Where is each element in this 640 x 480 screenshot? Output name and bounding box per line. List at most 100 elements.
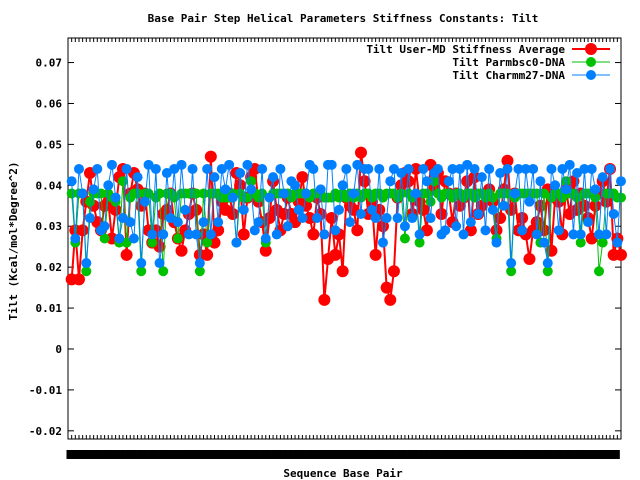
data-point — [358, 175, 371, 188]
data-point — [409, 162, 422, 175]
x-tick-label — [165, 450, 170, 459]
data-point — [106, 159, 117, 170]
x-tick-label — [396, 450, 401, 459]
data-point — [575, 229, 586, 240]
data-point — [303, 212, 316, 225]
data-point — [81, 266, 92, 277]
data-point — [605, 163, 616, 174]
data-point — [553, 225, 564, 236]
data-point — [414, 229, 425, 240]
x-tick-label — [615, 450, 620, 459]
data-point — [120, 248, 133, 261]
data-point — [72, 273, 85, 286]
data-point — [132, 172, 143, 183]
x-tick-label — [579, 450, 584, 459]
data-point — [319, 229, 330, 240]
x-tick-label — [385, 450, 390, 459]
x-tick-label — [480, 450, 485, 459]
x-tick-label — [513, 450, 518, 459]
data-point — [561, 176, 572, 187]
data-point — [597, 237, 608, 248]
x-tick-label — [414, 450, 419, 459]
x-tick-label — [234, 450, 239, 459]
data-point — [443, 176, 454, 187]
data-point — [201, 248, 214, 261]
data-point — [198, 217, 209, 228]
data-point — [425, 196, 436, 207]
data-point — [307, 228, 320, 241]
data-point — [249, 225, 260, 236]
x-tick-label — [322, 450, 327, 459]
data-point — [594, 266, 605, 277]
x-tick-label — [531, 450, 536, 459]
x-tick-label — [223, 450, 228, 459]
x-tick-label — [110, 450, 115, 459]
x-tick-label — [297, 450, 302, 459]
data-point — [388, 163, 399, 174]
data-point — [616, 192, 626, 203]
data-point — [326, 159, 337, 170]
data-point — [586, 163, 597, 174]
series-layer — [65, 146, 627, 306]
data-point — [429, 176, 440, 187]
data-point — [257, 188, 268, 199]
data-point — [263, 212, 276, 225]
x-tick-label — [161, 450, 166, 459]
x-tick-label — [128, 450, 133, 459]
data-point — [495, 168, 506, 179]
x-tick-label — [73, 450, 78, 459]
data-point — [546, 163, 557, 174]
data-point — [264, 192, 275, 203]
data-point — [348, 188, 359, 199]
data-point — [190, 203, 203, 216]
data-point — [282, 221, 293, 232]
data-point — [451, 221, 462, 232]
x-tick-label — [494, 450, 499, 459]
data-point — [583, 217, 594, 228]
x-tick-label — [106, 450, 111, 459]
x-tick-label — [582, 450, 587, 459]
data-point — [341, 163, 352, 174]
x-tick-label — [114, 450, 119, 459]
x-tick-label — [542, 450, 547, 459]
data-point — [315, 184, 326, 195]
x-tick-label — [612, 450, 617, 459]
data-point — [158, 266, 169, 277]
data-point — [542, 266, 553, 277]
x-tick-label — [227, 450, 232, 459]
x-tick-label — [348, 450, 353, 459]
x-tick-label — [593, 450, 598, 459]
data-point — [180, 204, 191, 215]
data-point — [209, 172, 220, 183]
data-point — [469, 163, 480, 174]
x-tick-label — [271, 450, 276, 459]
x-tick-label — [440, 450, 445, 459]
x-tick-label — [597, 450, 602, 459]
x-tick-label — [524, 450, 529, 459]
x-tick-label — [337, 450, 342, 459]
legend-label: Tilt Charmm27-DNA — [452, 69, 565, 82]
data-point — [109, 203, 122, 216]
x-tick-label — [443, 450, 448, 459]
data-point — [114, 233, 125, 244]
x-tick-label — [209, 450, 214, 459]
x-tick-label — [429, 450, 434, 459]
data-point — [204, 150, 217, 163]
data-point — [513, 163, 524, 174]
x-tick-label — [267, 450, 272, 459]
y-tick-label: 0.01 — [36, 302, 63, 315]
data-point — [612, 237, 623, 248]
data-point — [535, 176, 546, 187]
data-point — [260, 233, 271, 244]
data-point — [246, 176, 257, 187]
data-point — [385, 176, 396, 187]
x-tick-label — [187, 450, 192, 459]
x-tick-label — [315, 450, 320, 459]
data-point — [318, 293, 331, 306]
data-point — [216, 163, 227, 174]
x-tick-label — [483, 450, 488, 459]
x-tick-label — [326, 450, 331, 459]
x-tick-label — [590, 450, 595, 459]
data-point — [494, 212, 507, 225]
data-point — [421, 176, 432, 187]
